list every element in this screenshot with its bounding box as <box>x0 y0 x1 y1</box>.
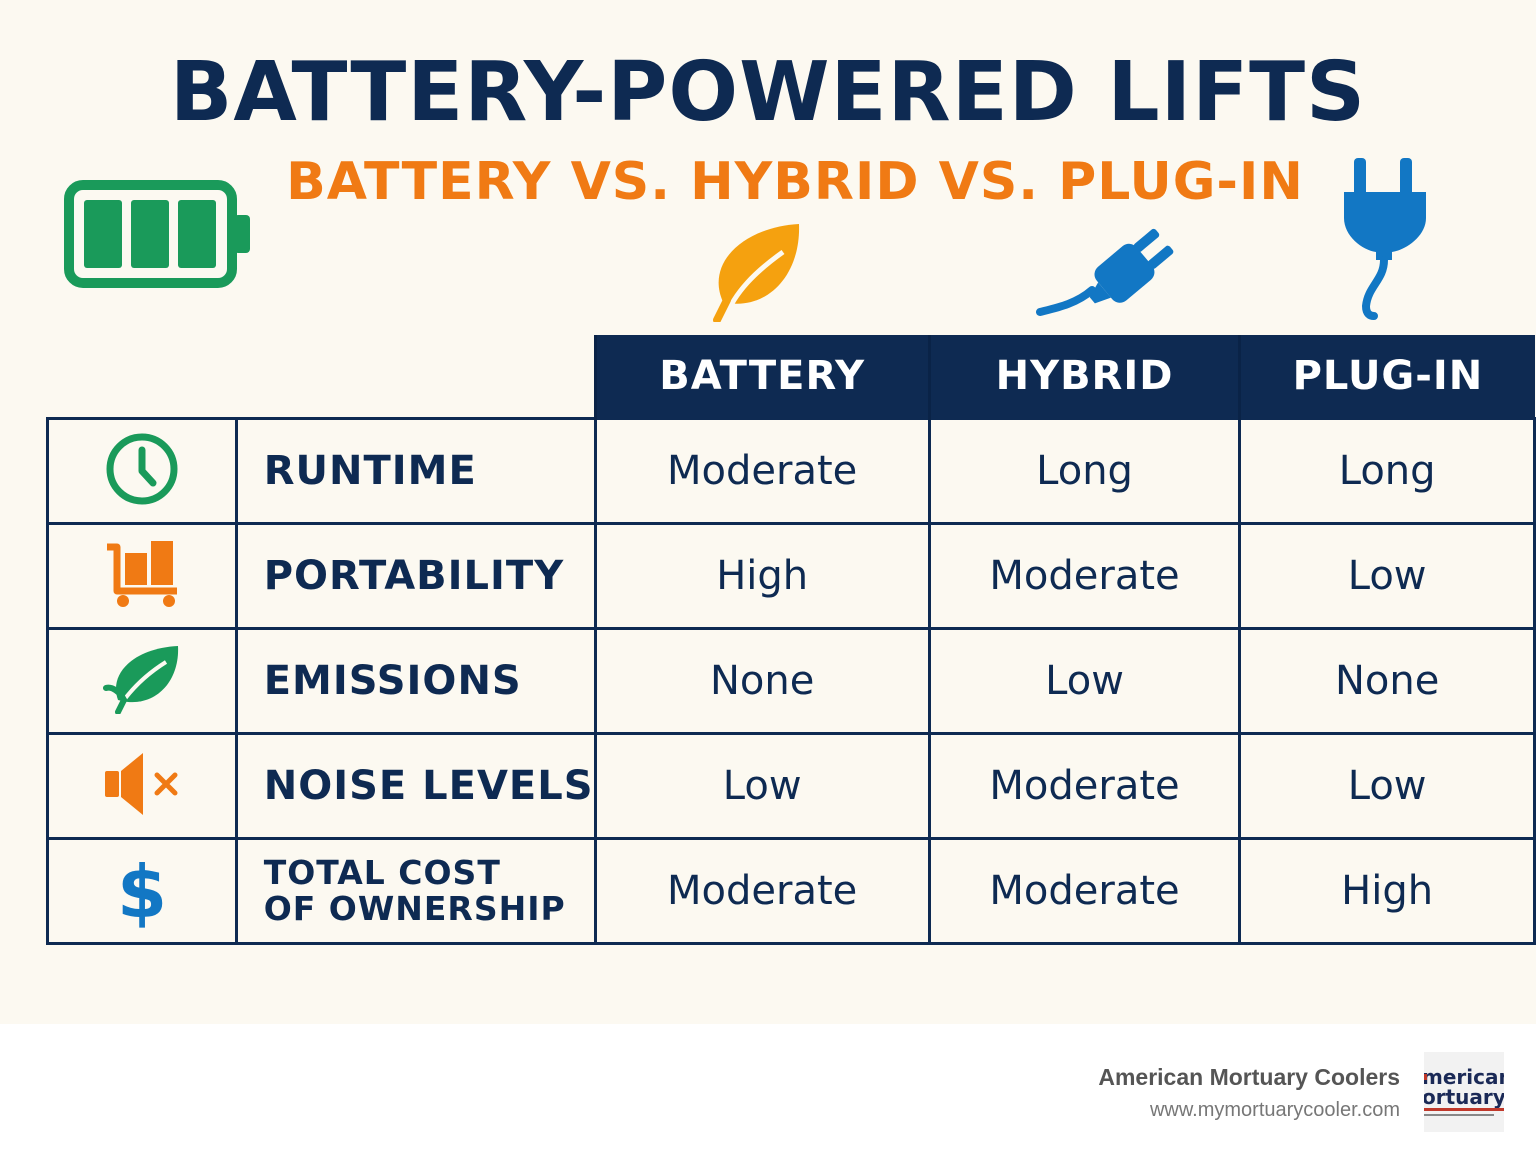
speaker-mute-icon <box>104 753 178 815</box>
header-spacer <box>48 335 596 419</box>
infographic-canvas: BATTERY-POWERED LIFTS BATTERY VS. HYBRID… <box>0 0 1536 1024</box>
leaf-icon <box>713 224 800 322</box>
row-icon-cell <box>46 732 238 840</box>
plug-vertical-icon <box>1344 158 1426 320</box>
row-label-emissions: EMISSIONS <box>234 627 597 735</box>
row-icon-cell <box>46 522 238 630</box>
column-header-plug-in: PLUG-IN <box>1238 335 1535 419</box>
portability-hybrid: Moderate <box>927 522 1242 630</box>
noise-battery: Low <box>593 732 931 840</box>
runtime-hybrid: Long <box>927 417 1242 525</box>
table-row: RUNTIME Moderate Long Long <box>46 417 1536 525</box>
row-icon-cell <box>46 417 238 525</box>
cost-hybrid: Moderate <box>927 837 1242 945</box>
table-row: $ TOTAL COST OF OWNERSHIP Moderate Moder… <box>46 837 1536 945</box>
table-row: EMISSIONS None Low None <box>46 627 1536 735</box>
column-header-hybrid: HYBRID <box>927 335 1240 419</box>
label-line-2: OF OWNERSHIP <box>263 889 566 928</box>
runtime-plug-in: Long <box>1238 417 1536 525</box>
cart-icon <box>106 541 177 607</box>
noise-hybrid: Moderate <box>927 732 1242 840</box>
row-label-runtime: RUNTIME <box>234 417 597 525</box>
column-header-battery: BATTERY <box>593 335 930 419</box>
table-row: NOISE LEVELS Low Moderate Low <box>46 732 1536 840</box>
company-logo: merican ortuary <box>1424 1052 1504 1132</box>
page-title: BATTERY-POWERED LIFTS <box>169 45 1367 140</box>
cost-plug-in: High <box>1238 837 1536 945</box>
logo-line-1: merican <box>1424 1065 1504 1089</box>
comparison-table: BATTERY HYBRID PLUG-IN RUNTIME Moderate … <box>46 335 1536 945</box>
row-icon-cell <box>46 627 238 735</box>
cost-battery: Moderate <box>593 837 931 945</box>
emissions-battery: None <box>593 627 931 735</box>
clock-icon <box>106 433 178 505</box>
portability-battery: High <box>593 522 931 630</box>
footer-url: www.mymortuarycooler.com <box>1149 1099 1400 1121</box>
row-label-noise-levels: NOISE LEVELS <box>234 732 597 840</box>
logo-line-2: ortuary <box>1424 1085 1504 1109</box>
table-header-row: BATTERY HYBRID PLUG-IN <box>48 335 1535 419</box>
noise-plug-in: Low <box>1238 732 1536 840</box>
leaf-icon <box>102 646 178 715</box>
emissions-hybrid: Low <box>927 627 1242 735</box>
row-icon-cell: $ <box>46 837 238 945</box>
battery-icon <box>64 180 250 288</box>
label-line-1: TOTAL COST <box>263 853 501 892</box>
dollar-icon: $ <box>117 850 167 934</box>
footer-company-name: American Mortuary Coolers <box>1098 1064 1400 1090</box>
svg-text:$: $ <box>117 850 167 929</box>
emissions-plug-in: None <box>1238 627 1536 735</box>
table-row: PORTABILITY High Moderate Low <box>46 522 1536 630</box>
page-subtitle: BATTERY VS. HYBRID VS. PLUG-IN <box>286 152 1304 212</box>
plug-icon <box>1036 228 1174 316</box>
row-label-total-cost: TOTAL COST OF OWNERSHIP <box>234 837 597 945</box>
portability-plug-in: Low <box>1238 522 1536 630</box>
row-label-portability: PORTABILITY <box>234 522 597 630</box>
runtime-battery: Moderate <box>593 417 931 525</box>
